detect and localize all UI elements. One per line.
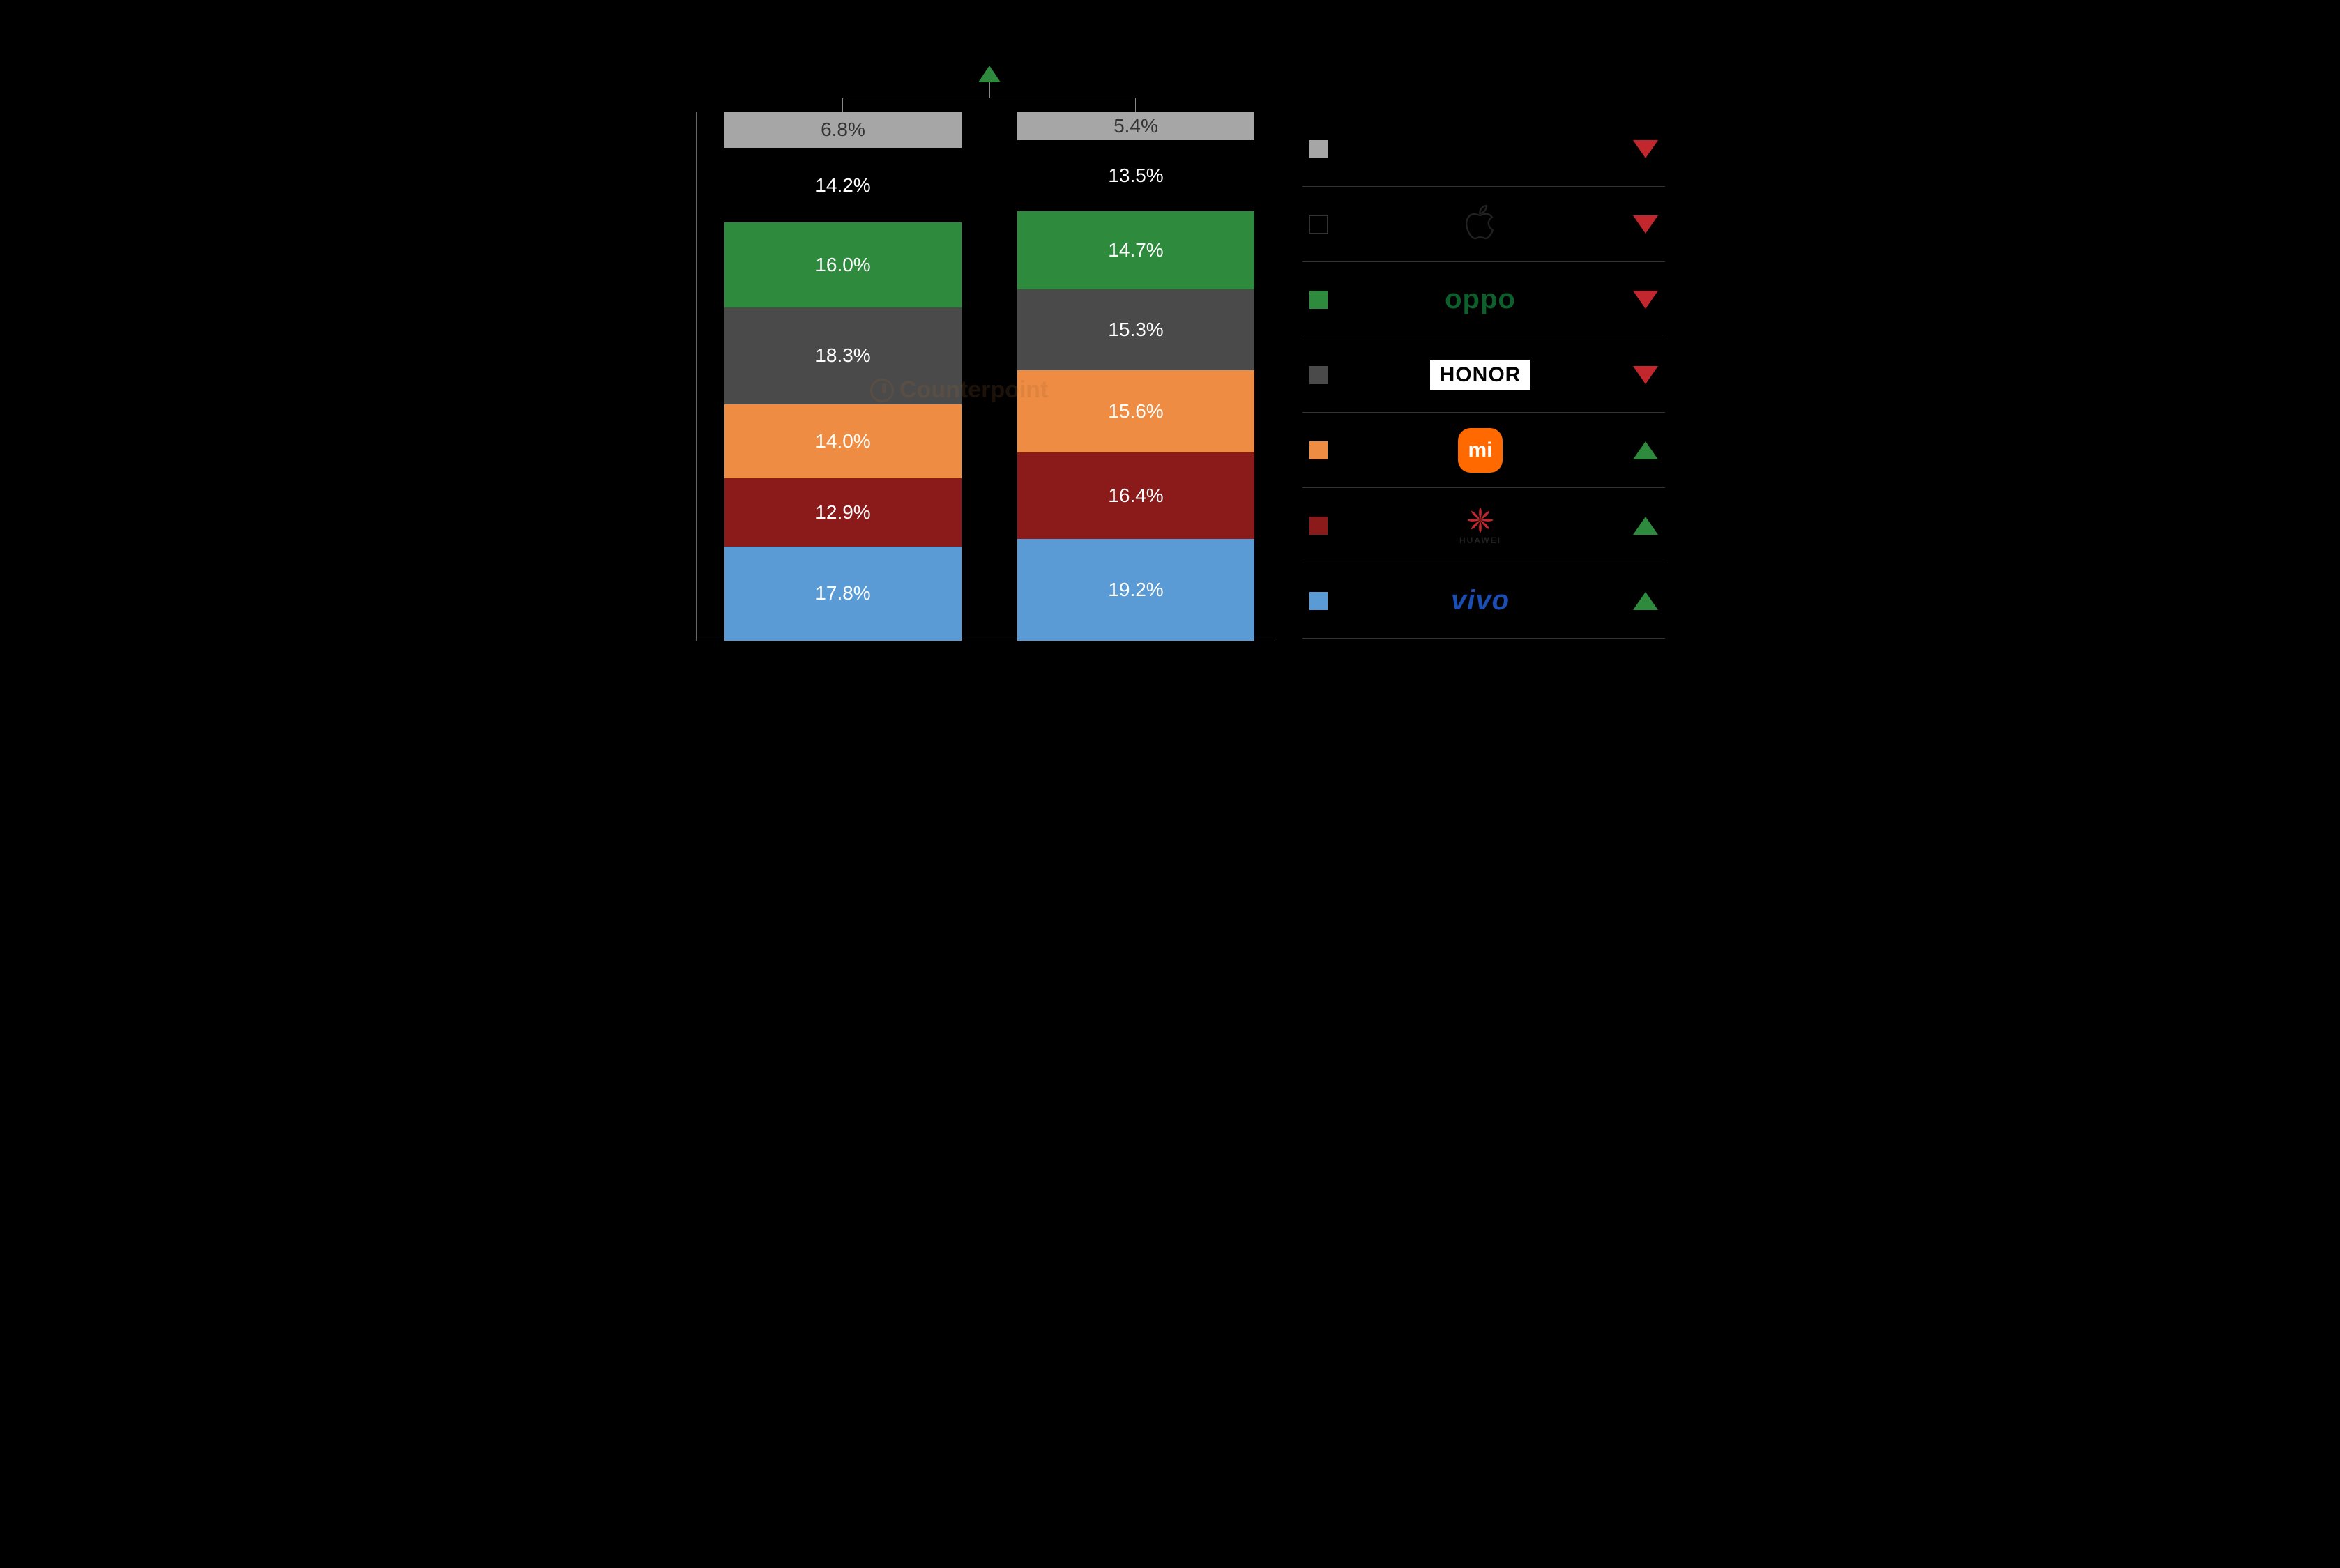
brand-logo-vivo: vivo [1348,580,1612,622]
brand-logo-honor: HONOR [1348,354,1612,396]
trend-up-icon [1633,517,1658,535]
segment-oppo: 16.0% [724,222,962,307]
brand-logo-xiaomi: mi [1348,429,1612,471]
legend-swatch [1309,140,1328,158]
legend: oppo HONOR mi HUAWEI vivo [1302,112,1665,639]
segment-xiaomi: 14.0% [724,404,962,478]
segment-honor: 15.3% [1017,289,1254,370]
trend-down-icon [1633,215,1658,234]
legend-swatch [1309,441,1328,459]
legend-row-apple [1302,187,1665,262]
trend-up-icon [1633,441,1658,459]
legend-swatch [1309,592,1328,610]
legend-swatch [1309,291,1328,309]
bars-container: 6.8%14.2%16.0%18.3%14.0%12.9%17.8%5.4%13… [696,112,1275,641]
bar-period-0: 6.8%14.2%16.0%18.3%14.0%12.9%17.8% [724,112,962,641]
bracket-up-icon [978,66,1001,82]
trend-down-icon [1633,366,1658,384]
legend-swatch [1309,215,1328,234]
legend-row-vivo: vivo [1302,563,1665,639]
legend-row-honor: HONOR [1302,337,1665,413]
segment-apple: 14.2% [724,148,962,223]
brand-logo-oppo: oppo [1348,279,1612,321]
segment-huawei: 16.4% [1017,452,1254,539]
segment-others: 6.8% [724,112,962,148]
segment-huawei: 12.9% [724,478,962,547]
market-share-chart: 6.8%14.2%16.0%18.3%14.0%12.9%17.8%5.4%13… [654,0,1686,692]
legend-row-xiaomi: mi [1302,413,1665,488]
legend-row-others [1302,112,1665,187]
segment-honor: 18.3% [724,307,962,404]
segment-apple: 13.5% [1017,140,1254,211]
legend-row-huawei: HUAWEI [1302,488,1665,563]
legend-swatch [1309,517,1328,535]
brand-logo-others [1348,128,1612,170]
segment-xiaomi: 15.6% [1017,370,1254,452]
trend-up-icon [1633,592,1658,610]
segment-oppo: 14.7% [1017,211,1254,289]
brand-logo-apple [1348,204,1612,245]
bar-period-1: 5.4%13.5%14.7%15.3%15.6%16.4%19.2% [1017,112,1254,641]
segment-vivo: 19.2% [1017,539,1254,641]
segment-vivo: 17.8% [724,547,962,641]
trend-down-icon [1633,140,1658,158]
brand-logo-huawei: HUAWEI [1348,505,1612,547]
segment-others: 5.4% [1017,112,1254,140]
chart-area: 6.8%14.2%16.0%18.3%14.0%12.9%17.8%5.4%13… [675,28,1275,655]
legend-swatch [1309,366,1328,384]
trend-down-icon [1633,291,1658,309]
legend-row-oppo: oppo [1302,262,1665,337]
